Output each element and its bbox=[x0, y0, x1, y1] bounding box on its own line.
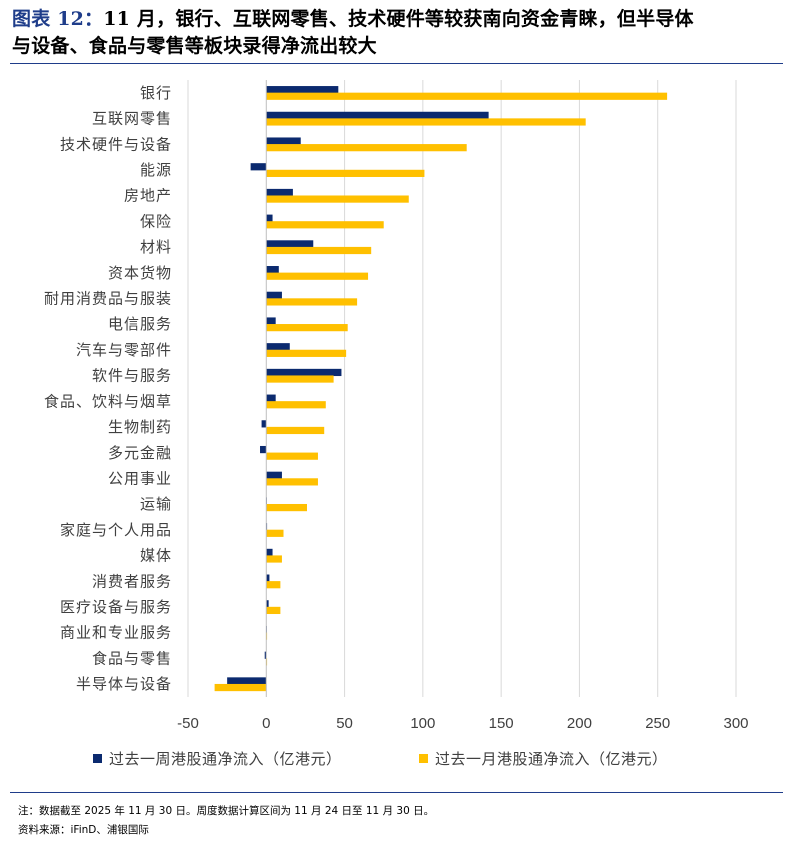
weekly-bar bbox=[266, 600, 269, 608]
weekly-bar bbox=[266, 111, 489, 119]
title-divider bbox=[10, 63, 783, 64]
monthly-bar bbox=[266, 195, 409, 203]
chart-title-text-1: 11 月，银行、互联网零售、技术硬件等较获南向资金青睐，但半导体 bbox=[103, 8, 694, 30]
x-tick-label: 150 bbox=[489, 715, 514, 732]
x-tick-label: 50 bbox=[336, 715, 353, 732]
weekly-bar bbox=[266, 368, 342, 377]
weekly-bar bbox=[266, 317, 276, 325]
weekly-bar bbox=[266, 574, 270, 582]
monthly-bar bbox=[266, 349, 347, 357]
y-category-label: 半导体与设备 bbox=[76, 675, 172, 693]
weekly-bar bbox=[266, 471, 282, 479]
y-category-label: 汽车与零部件 bbox=[76, 341, 172, 359]
y-category-label: 消费者服务 bbox=[92, 572, 172, 590]
source-note: 资料来源：iFinD、浦银国际 bbox=[18, 824, 149, 836]
monthly-bar bbox=[266, 375, 334, 383]
legend-monthly-swatch bbox=[419, 754, 428, 763]
weekly-bar bbox=[250, 163, 267, 171]
weekly-bar bbox=[266, 291, 282, 299]
monthly-bar bbox=[266, 272, 369, 280]
x-tick-label: 300 bbox=[723, 715, 748, 732]
monthly-bar bbox=[266, 221, 384, 229]
monthly-bar bbox=[266, 118, 586, 126]
weekly-bar bbox=[261, 420, 267, 428]
y-category-label: 运输 bbox=[140, 495, 172, 513]
y-category-label: 能源 bbox=[140, 161, 172, 179]
monthly-bar bbox=[266, 555, 282, 563]
weekly-bar bbox=[266, 343, 290, 351]
y-category-label: 医疗设备与服务 bbox=[60, 598, 172, 616]
weekly-bar bbox=[266, 86, 339, 94]
monthly-bar bbox=[266, 324, 348, 332]
y-category-label: 媒体 bbox=[140, 547, 172, 565]
y-category-label: 技术硬件与设备 bbox=[60, 135, 172, 153]
y-category-label: 材料 bbox=[140, 238, 172, 256]
y-category-label: 保险 bbox=[140, 212, 172, 230]
weekly-bar bbox=[264, 651, 267, 659]
bar-chart: -50 0 50 100 150 200 250 300 银行互联网零售技术硬件与设备能源房地产… bbox=[44, 80, 749, 768]
weekly-bar bbox=[266, 394, 276, 402]
monthly-bar bbox=[266, 401, 326, 409]
weekly-bar bbox=[266, 240, 314, 248]
chart-title: 图表 12：11 月，银行、互联网零售、技术硬件等较获南向资金青睐，但半导体 与… bbox=[12, 6, 787, 60]
weekly-bar bbox=[266, 266, 279, 274]
monthly-bar bbox=[266, 581, 281, 589]
monthly-bar bbox=[266, 169, 425, 177]
monthly-bar bbox=[266, 452, 318, 460]
monthly-bar bbox=[266, 478, 318, 486]
x-tick-label: 0 bbox=[262, 715, 270, 732]
y-category-label: 互联网零售 bbox=[92, 110, 172, 128]
y-category-label: 房地产 bbox=[124, 187, 172, 205]
y-category-label: 电信服务 bbox=[108, 315, 172, 333]
legend-weekly-swatch bbox=[93, 754, 102, 763]
x-tick-label: 200 bbox=[567, 715, 592, 732]
y-category-label: 资本货物 bbox=[108, 264, 172, 282]
weekly-bar bbox=[266, 214, 273, 222]
monthly-bar bbox=[214, 683, 267, 692]
monthly-bar bbox=[266, 298, 358, 306]
x-tick-label: -50 bbox=[177, 715, 199, 732]
y-category-label: 食品、饮料与烟草 bbox=[44, 392, 172, 410]
monthly-bar bbox=[266, 92, 668, 100]
figure-label: 图表 12： bbox=[12, 8, 104, 30]
monthly-bar bbox=[266, 606, 281, 615]
y-category-label: 食品与零售 bbox=[92, 649, 172, 667]
weekly-bar bbox=[266, 188, 293, 197]
monthly-bar bbox=[266, 503, 307, 512]
y-category-label: 公用事业 bbox=[108, 469, 172, 487]
weekly-bar bbox=[266, 548, 273, 557]
monthly-bar bbox=[266, 529, 284, 537]
weekly-bar bbox=[260, 445, 267, 454]
legend-monthly-label: 过去一月港股通净流入（亿港元） bbox=[435, 750, 668, 768]
chart-title-line-1: 图表 12：11 月，银行、互联网零售、技术硬件等较获南向资金青睐，但半导体 bbox=[12, 6, 787, 33]
y-category-label: 家庭与个人用品 bbox=[60, 521, 172, 539]
y-category-label: 生物制药 bbox=[108, 418, 172, 436]
x-tick-label: 250 bbox=[645, 715, 670, 732]
weekly-bar bbox=[266, 137, 301, 145]
data-note: 注：数据截至 2025 年 11 月 30 日。周度数据计算区间为 11 月 2… bbox=[18, 805, 435, 817]
monthly-bar bbox=[266, 426, 325, 435]
monthly-bar bbox=[266, 246, 372, 255]
monthly-bar bbox=[266, 144, 467, 152]
y-category-label: 银行 bbox=[140, 84, 172, 102]
x-tick-label: 100 bbox=[410, 715, 435, 732]
legend-weekly-label: 过去一周港股通净流入（亿港元） bbox=[109, 750, 342, 768]
y-category-label: 耐用消费品与服装 bbox=[44, 290, 172, 308]
chart-title-line-2: 与设备、食品与零售等板块录得净流出较大 bbox=[12, 35, 377, 57]
y-category-label: 软件与服务 bbox=[92, 367, 172, 385]
footnotes: 注：数据截至 2025 年 11 月 30 日。周度数据计算区间为 11 月 2… bbox=[18, 802, 434, 840]
y-category-label: 多元金融 bbox=[108, 444, 172, 462]
y-category-label: 商业和专业服务 bbox=[60, 624, 172, 642]
weekly-bar bbox=[227, 677, 267, 685]
footer-divider bbox=[10, 792, 783, 793]
